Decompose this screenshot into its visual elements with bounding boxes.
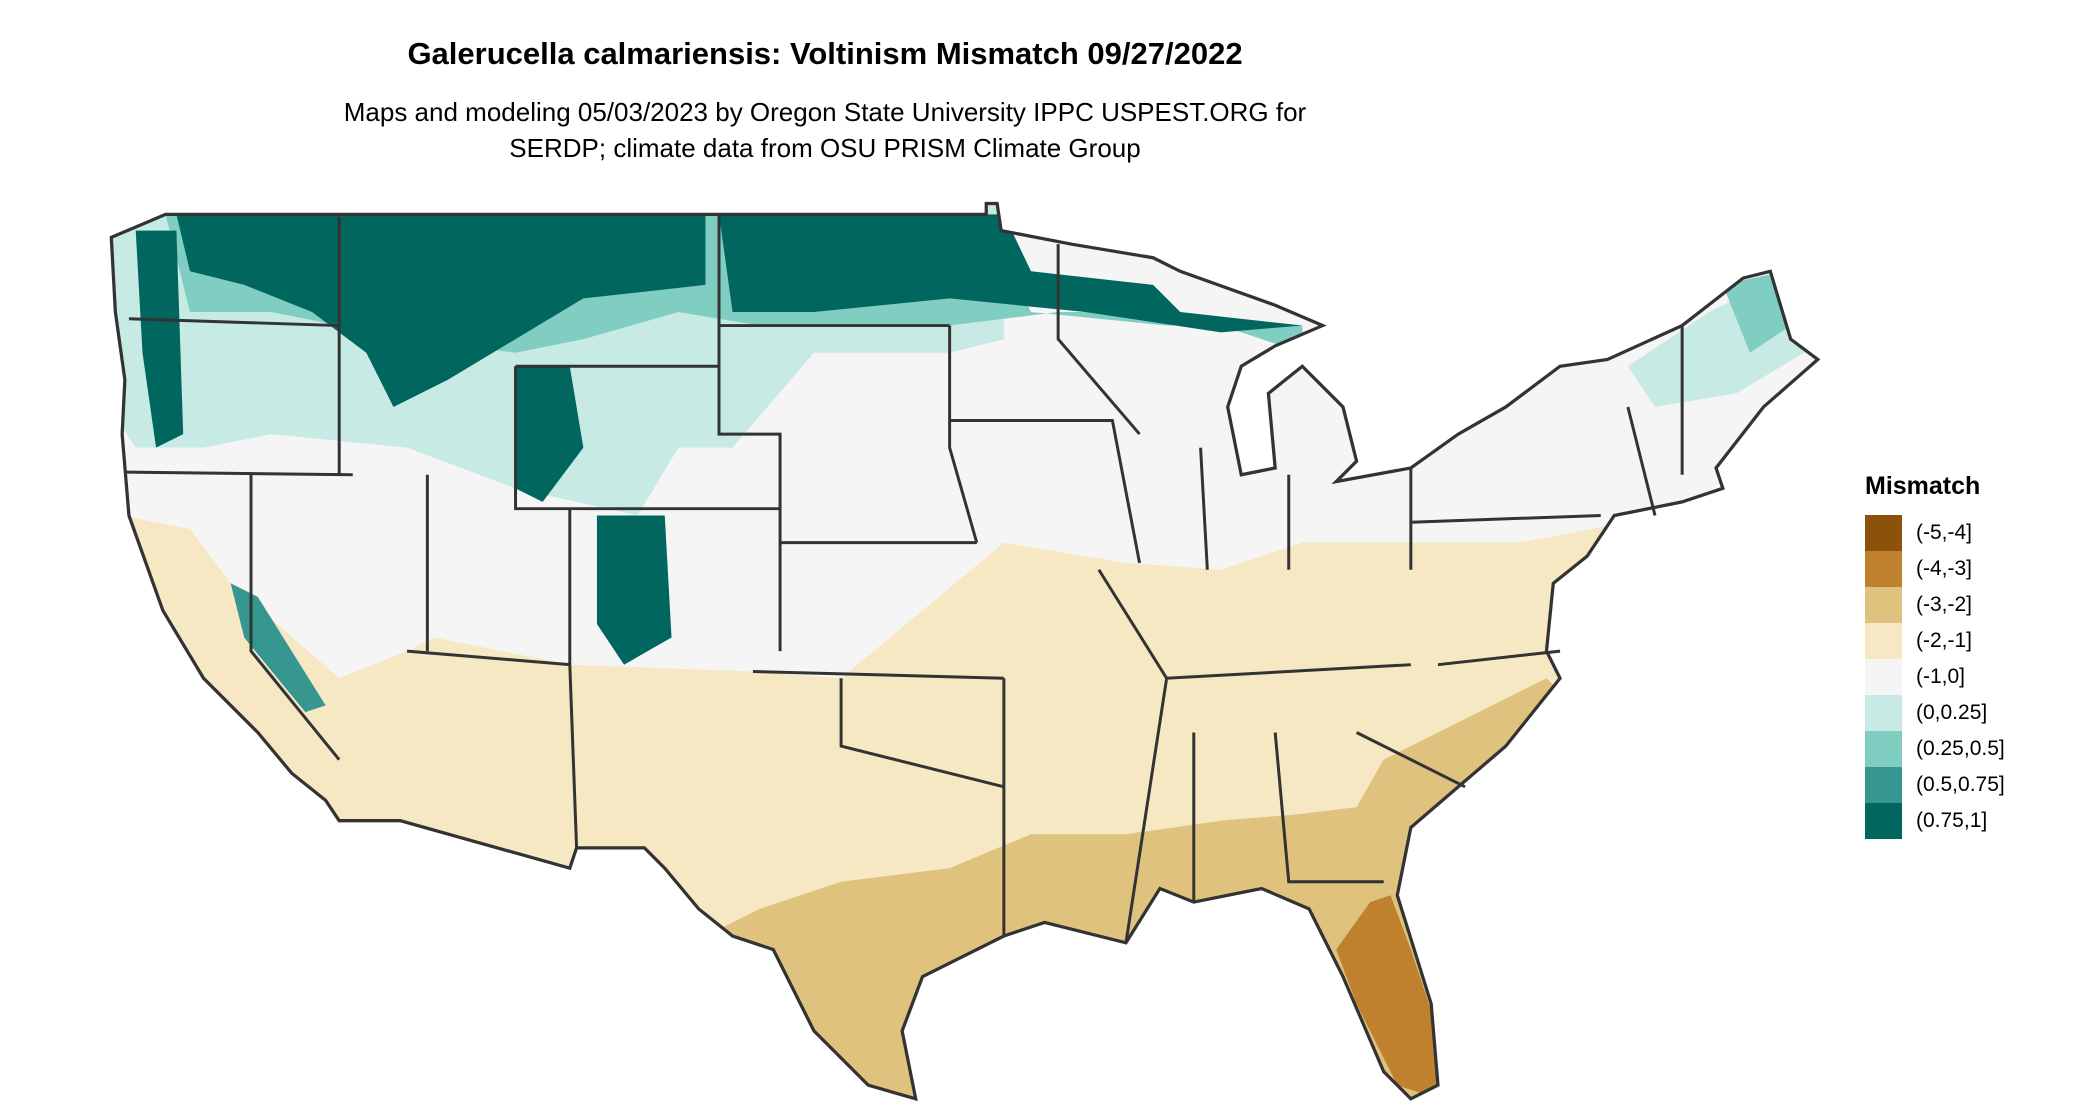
region-0.5-0.75-sierra: [230, 583, 326, 713]
legend-label: (0.25,0.5]: [1916, 737, 2005, 760]
subtitle-line-2: SERDP; climate data from OSU PRISM Clima…: [509, 133, 1141, 163]
legend-swatch: [1865, 803, 1902, 839]
legend: Mismatch (-5,-4] (-4,-3] (-3,-2] (-2,-1] (-1…: [1865, 472, 2005, 839]
legend-swatch: [1865, 767, 1902, 803]
legend-swatch: [1865, 695, 1902, 731]
legend-label: (0.5,0.75]: [1916, 773, 2005, 796]
region-0.25-0.5-me: [1722, 271, 1791, 353]
legend-item: (-4,-3]: [1865, 551, 2005, 587]
legend-label: (0,0.25]: [1916, 701, 1988, 724]
state-boundaries: [124, 214, 1684, 944]
subtitle-line-1: Maps and modeling 05/03/2023 by Oregon S…: [343, 97, 1307, 127]
legend-swatch: [1865, 551, 1902, 587]
legend-item: (-3,-2]: [1865, 587, 2005, 623]
region-0.75-1-cascades: [135, 230, 184, 448]
legend-item: (-2,-1]: [1865, 623, 2005, 659]
legend-label: (0.75,1]: [1916, 809, 1988, 832]
legend-item: (-5,-4]: [1865, 515, 2005, 551]
region-minus4-minus3: [1336, 895, 1438, 1099]
legend-label: (-5,-4]: [1916, 521, 1973, 544]
legend-swatch: [1865, 623, 1902, 659]
legend-item: (0.75,1]: [1865, 803, 2005, 839]
legend-item: (0.5,0.75]: [1865, 767, 2005, 803]
map-title: Galerucella calmariensis: Voltinism Mism…: [407, 36, 1243, 71]
region-0.75-1-wyoming: [515, 366, 584, 502]
legend-label: (-2,-1]: [1916, 629, 1973, 652]
legend-swatch: [1865, 587, 1902, 623]
legend-label: (-4,-3]: [1916, 557, 1973, 580]
map-subtitle: Maps and modeling 05/03/2023 by Oregon S…: [0, 94, 1650, 166]
region-0.75-1-minnesota: [719, 214, 1303, 333]
legend-label: (-3,-2]: [1916, 593, 1973, 616]
legend-title: Mismatch: [1865, 472, 1981, 500]
legend-item: (-1,0]: [1865, 659, 2005, 695]
region-0.75-1-colorado: [596, 515, 672, 665]
legend-swatch: [1865, 515, 1902, 551]
legend-item: (0.25,0.5]: [1865, 731, 2005, 767]
legend-swatch: [1865, 659, 1902, 695]
region-0.75-1-northern-rockies: [176, 214, 706, 407]
legend-item: (0,0.25]: [1865, 695, 2005, 731]
legend-label: (-1,0]: [1916, 665, 1966, 688]
legend-swatch: [1865, 731, 1902, 767]
